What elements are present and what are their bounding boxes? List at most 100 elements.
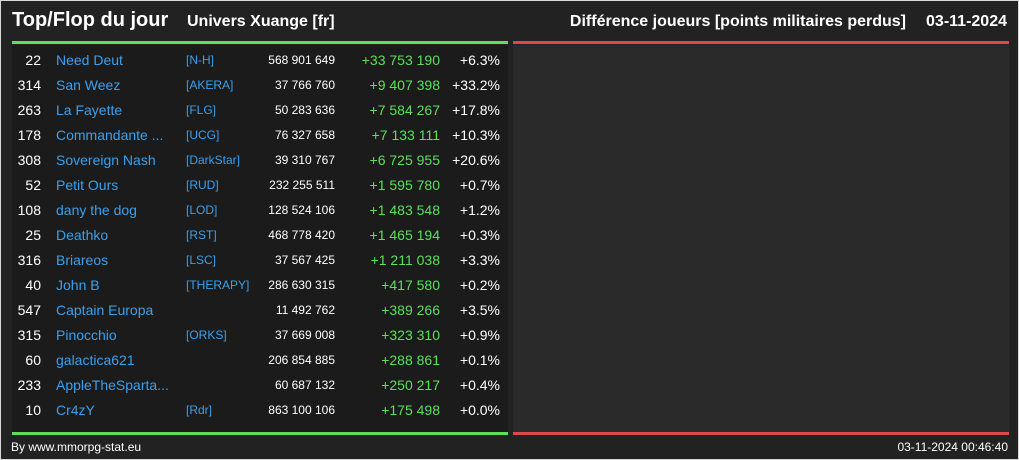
- player-name-link[interactable]: Need Deut: [56, 52, 123, 68]
- table-row: 233 AppleTheSparta... 60 687 132 +250 217 +0…: [12, 373, 508, 398]
- percent-change: +0.7%: [459, 177, 500, 193]
- player-name-link[interactable]: Sovereign Nash: [56, 152, 156, 168]
- player-name-link[interactable]: Briareos: [56, 252, 109, 268]
- percent-change: +0.4%: [459, 377, 500, 393]
- player-total-points: 206 854 885: [268, 353, 335, 367]
- player-rank: 40: [25, 277, 41, 293]
- percent-change: +1.2%: [459, 202, 500, 218]
- player-name-link[interactable]: John B: [56, 277, 100, 293]
- percent-change: +6.3%: [459, 52, 500, 68]
- alliance-tag-link[interactable]: [FLG]: [186, 103, 217, 117]
- points-difference: +1 483 548: [369, 202, 440, 218]
- player-total-points: 50 283 636: [274, 103, 335, 117]
- player-name-link[interactable]: Deathko: [56, 227, 109, 243]
- alliance-tag-link[interactable]: [LOD]: [186, 203, 218, 217]
- alliance-tag-link[interactable]: [AKERA]: [186, 78, 234, 92]
- points-difference: +6 725 955: [369, 152, 440, 168]
- player-rank: 315: [17, 327, 41, 343]
- player-name-link[interactable]: Cr4zY: [56, 402, 95, 418]
- top-bottom-bar: [12, 432, 508, 435]
- percent-change: +0.3%: [459, 227, 500, 243]
- table-row: 25 Deathko [RST] 468 778 420 +1 465 194 +0.3%: [12, 223, 508, 248]
- alliance-tag-link[interactable]: [N-H]: [186, 53, 214, 67]
- player-total-points: 232 255 511: [269, 178, 335, 192]
- player-name-link[interactable]: San Weez: [56, 77, 121, 93]
- player-total-points: 60 687 132: [274, 378, 335, 392]
- player-rank: 60: [25, 352, 41, 368]
- player-rank: 25: [25, 227, 41, 243]
- player-total-points: 11 492 762: [275, 303, 335, 317]
- generated-timestamp: 03-11-2024 00:46:40: [897, 440, 1008, 454]
- player-total-points: 128 524 106: [268, 203, 335, 217]
- player-total-points: 39 310 767: [274, 153, 335, 167]
- table-row: 314 San Weez [AKERA] 37 766 760 +9 407 398 +3…: [12, 73, 508, 98]
- player-rank: 314: [17, 77, 41, 93]
- alliance-tag-link[interactable]: [RST]: [186, 228, 217, 242]
- points-difference: +1 595 780: [369, 177, 440, 193]
- player-rank: 233: [17, 377, 41, 393]
- player-total-points: 468 778 420: [268, 228, 335, 242]
- player-total-points: 37 766 760: [274, 78, 335, 92]
- alliance-tag-link[interactable]: [THERAPY]: [186, 278, 250, 292]
- percent-change: +0.1%: [459, 352, 500, 368]
- player-total-points: 286 630 315: [268, 278, 335, 292]
- flop-accent-bar: [513, 41, 1009, 44]
- player-total-points: 37 567 425: [274, 253, 335, 267]
- points-difference: +7 584 267: [369, 102, 440, 118]
- metric-label: Différence joueurs [points militaires pe…: [569, 13, 906, 30]
- player-rank: 547: [17, 302, 41, 318]
- table-row: 178 Commandante ... [UCG] 76 327 658 +7 133 …: [12, 123, 508, 148]
- table-row: 60 galactica621 206 854 885 +288 861 +0.1%: [12, 348, 508, 373]
- flop-bottom-bar: [513, 432, 1009, 435]
- table-row: 315 Pinocchio [ORKS] 37 669 008 +323 310 +0.9…: [12, 323, 508, 348]
- points-difference: +1 211 038: [370, 252, 440, 268]
- player-total-points: 37 669 008: [274, 328, 335, 342]
- player-name-link[interactable]: Petit Ours: [56, 177, 119, 193]
- player-name-link[interactable]: galactica621: [56, 352, 135, 368]
- percent-change: +33.2%: [452, 77, 500, 93]
- points-difference: +288 861: [381, 352, 440, 368]
- date-label: 03-11-2024: [926, 13, 1007, 30]
- player-name-link[interactable]: Pinocchio: [56, 327, 117, 343]
- player-name-link[interactable]: AppleTheSparta...: [56, 377, 169, 393]
- points-difference: +7 133 111: [371, 127, 440, 143]
- percent-change: +20.6%: [452, 152, 500, 168]
- points-difference: +9 407 398: [369, 77, 440, 93]
- table-row: 316 Briareos [LSC] 37 567 425 +1 211 038 +3.3…: [12, 248, 508, 273]
- percent-change: +17.8%: [452, 102, 500, 118]
- player-name-link[interactable]: La Fayette: [56, 102, 123, 118]
- table-row: 10 Cr4zY [Rdr] 863 100 106 +175 498 +0.0%: [12, 398, 508, 423]
- player-rank: 10: [25, 402, 41, 418]
- player-rank: 308: [17, 152, 41, 168]
- flop-list: [513, 45, 1009, 432]
- alliance-tag-link[interactable]: [RUD]: [186, 178, 219, 192]
- points-difference: +323 310: [381, 327, 440, 343]
- points-difference: +250 217: [381, 377, 440, 393]
- alliance-tag-link[interactable]: [UCG]: [186, 128, 220, 142]
- player-total-points: 76 327 658: [274, 128, 335, 142]
- player-total-points: 568 901 649: [268, 53, 335, 67]
- percent-change: +0.0%: [459, 402, 500, 418]
- table-row: 22 Need Deut [N-H] 568 901 649 +33 753 190 +6…: [12, 48, 508, 73]
- table-row: 547 Captain Europa 11 492 762 +389 266 +3.5%: [12, 298, 508, 323]
- player-rank: 316: [17, 252, 41, 268]
- player-name-link[interactable]: dany the dog: [56, 202, 137, 218]
- table-row: 308 Sovereign Nash [DarkStar] 39 310 767 +6 …: [12, 148, 508, 173]
- alliance-tag-link[interactable]: [DarkStar]: [186, 153, 241, 167]
- points-difference: +175 498: [381, 402, 440, 418]
- table-row: 263 La Fayette [FLG] 50 283 636 +7 584 267 +1…: [12, 98, 508, 123]
- universe-label: Univers Xuange [fr]: [187, 13, 335, 30]
- percent-change: +0.9%: [459, 327, 500, 343]
- top-accent-bar: [12, 41, 508, 44]
- player-rank: 22: [25, 52, 41, 68]
- player-name-link[interactable]: Commandante ...: [56, 127, 164, 143]
- alliance-tag-link[interactable]: [Rdr]: [186, 403, 213, 417]
- alliance-tag-link[interactable]: [ORKS]: [186, 328, 227, 342]
- alliance-tag-link[interactable]: [LSC]: [186, 253, 217, 267]
- table-row: 52 Petit Ours [RUD] 232 255 511 +1 595 780 +0…: [12, 173, 508, 198]
- points-difference: +417 580: [381, 277, 440, 293]
- player-name-link[interactable]: Captain Europa: [56, 302, 154, 318]
- percent-change: +0.2%: [459, 277, 500, 293]
- percent-change: +3.5%: [459, 302, 500, 318]
